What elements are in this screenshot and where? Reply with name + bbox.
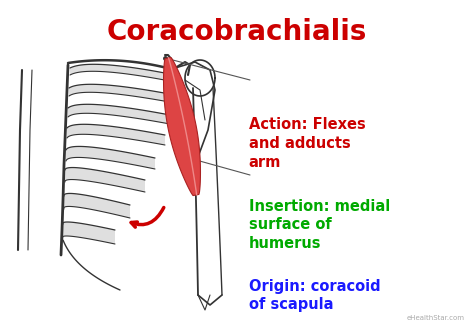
Polygon shape [65,168,145,192]
Text: Origin: coracoid
of scapula: Origin: coracoid of scapula [249,279,381,312]
Polygon shape [164,57,201,196]
Polygon shape [67,124,165,145]
Polygon shape [66,146,155,169]
Text: Coracobrachialis: Coracobrachialis [107,18,367,46]
Polygon shape [70,64,175,82]
Polygon shape [63,222,115,244]
Text: eHealthStar.com: eHealthStar.com [407,315,465,321]
Polygon shape [69,84,175,103]
Polygon shape [64,193,130,218]
Text: Insertion: medial
surface of
humerus: Insertion: medial surface of humerus [249,199,390,251]
Text: Action: Flexes
and adducts
arm: Action: Flexes and adducts arm [249,117,365,170]
Polygon shape [68,104,170,124]
